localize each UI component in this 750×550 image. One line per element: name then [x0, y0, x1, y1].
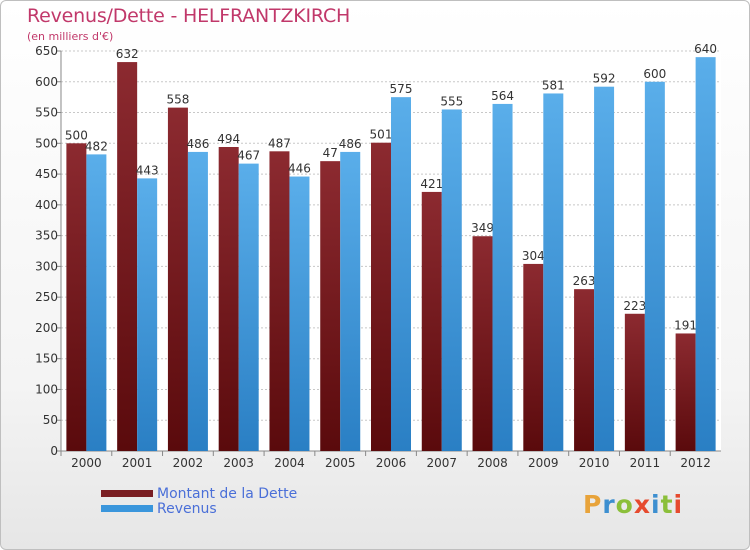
y-tick-label: 450 [35, 167, 58, 181]
data-label-dette: 632 [116, 47, 139, 61]
y-tick-label: 350 [35, 229, 58, 243]
y-tick-label: 0 [50, 444, 58, 458]
x-tick-label: 2011 [630, 456, 661, 470]
logo-letter: i [673, 490, 684, 519]
x-tick-label: 2007 [426, 456, 457, 470]
y-tick-label: 650 [35, 44, 58, 58]
y-tick-label: 200 [35, 321, 58, 335]
bar-dette [472, 236, 493, 451]
data-label-revenus: 482 [85, 139, 108, 153]
logo-letter: i [651, 490, 661, 519]
bar-revenus [86, 154, 107, 451]
x-tick-label: 2000 [71, 456, 102, 470]
logo-letter: t [660, 490, 674, 519]
data-label-revenus: 446 [288, 162, 311, 176]
bar-dette [421, 191, 442, 451]
y-tick-label: 100 [35, 382, 58, 396]
data-label-revenus: 581 [542, 78, 565, 92]
data-label-dette: 500 [65, 128, 88, 142]
bar-revenus [391, 97, 411, 452]
data-label-dette: 349 [471, 221, 494, 235]
y-tick-label: 550 [35, 106, 58, 120]
chart-subtitle: (en milliers d'€) [27, 30, 114, 43]
bar-dette [66, 143, 87, 452]
bar-revenus [594, 86, 615, 451]
legend-label-dette: Montant de la Dette [157, 485, 298, 502]
y-tick-label: 300 [35, 259, 58, 273]
logo-letter: r [602, 490, 616, 519]
data-label-dette: 494 [217, 132, 240, 146]
bar-dette [675, 333, 696, 451]
bar-revenus [187, 151, 208, 451]
data-label-revenus: 640 [694, 42, 717, 56]
data-label-dette: 223 [623, 299, 646, 313]
logo-letter: P [583, 490, 603, 519]
bar-dette [167, 107, 188, 451]
bar-dette [117, 62, 138, 451]
data-label-revenus: 600 [643, 67, 666, 81]
bar-revenus [289, 176, 310, 452]
y-tick-label: 400 [35, 198, 58, 212]
bar-revenus [441, 109, 462, 451]
x-tick-label: 2006 [376, 456, 407, 470]
x-tick-label: 2009 [528, 456, 559, 470]
data-label-dette: 191 [674, 318, 697, 332]
bar-revenus [695, 57, 716, 452]
x-tick-label: 2004 [274, 456, 305, 470]
x-tick-label: 2002 [173, 456, 204, 470]
bar-dette [218, 147, 239, 451]
bar-revenus [137, 178, 158, 451]
legend-item-revenus: Revenus [101, 500, 297, 517]
x-tick-label: 2005 [325, 456, 356, 470]
data-label-dette: 487 [268, 136, 291, 150]
x-tick-label: 2012 [680, 456, 711, 470]
y-tick-label: 600 [35, 75, 58, 89]
bar-dette [574, 289, 595, 451]
proxiti-logo: Proxiti [583, 490, 683, 519]
data-label-revenus: 555 [440, 94, 463, 108]
legend-swatch-dette [101, 490, 153, 497]
data-label-dette: 304 [522, 249, 545, 263]
data-label-dette: 558 [166, 93, 189, 107]
legend: Montant de la Dette Revenus [101, 485, 298, 517]
bar-revenus [340, 151, 361, 451]
bar-dette [269, 151, 290, 452]
x-tick-label: 2010 [579, 456, 610, 470]
bar-dette [320, 161, 341, 451]
logo-letter: x [633, 490, 651, 519]
data-label-revenus: 467 [237, 149, 260, 163]
data-label-revenus: 443 [136, 163, 159, 177]
bar-revenus [644, 81, 665, 452]
legend-swatch-revenus [101, 505, 153, 512]
x-tick-label: 2001 [122, 456, 153, 470]
legend-item-dette: Montant de la Dette [101, 485, 298, 502]
y-tick-label: 150 [35, 352, 58, 366]
bar-dette [371, 142, 391, 451]
bar-dette [624, 313, 645, 451]
data-label-dette: 421 [420, 177, 443, 191]
data-label-revenus: 486 [339, 137, 362, 151]
data-label-revenus: 486 [186, 137, 209, 151]
bar-dette [523, 263, 544, 451]
x-tick-label: 2008 [477, 456, 508, 470]
y-tick-label: 250 [35, 290, 58, 304]
data-label-dette: 501 [370, 128, 393, 142]
bar-revenus [543, 93, 564, 451]
bar-revenus [238, 163, 259, 451]
data-label-dette: 263 [573, 274, 596, 288]
chart-title: Revenus/Dette - HELFRANTZKIRCH [27, 5, 351, 27]
logo-letter: o [615, 490, 634, 519]
data-label-revenus: 575 [390, 82, 413, 96]
legend-label-revenus: Revenus [157, 500, 217, 517]
data-label-dette: 47 [323, 146, 338, 160]
data-label-revenus: 564 [491, 89, 514, 103]
y-tick-label: 500 [35, 136, 58, 150]
data-label-revenus: 592 [593, 72, 616, 86]
bar-revenus [492, 103, 513, 451]
y-tick-label: 50 [43, 413, 58, 427]
x-tick-label: 2003 [223, 456, 254, 470]
